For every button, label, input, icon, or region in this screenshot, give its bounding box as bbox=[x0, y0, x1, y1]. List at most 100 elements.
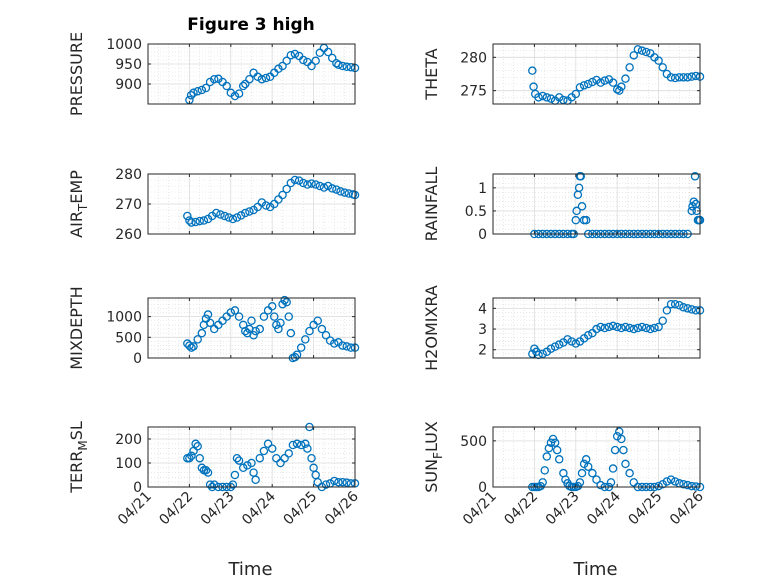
data-point bbox=[666, 475, 676, 484]
data-point bbox=[311, 180, 320, 189]
data-point bbox=[675, 73, 684, 82]
data-point bbox=[193, 335, 202, 344]
data-point bbox=[575, 478, 585, 487]
data-point bbox=[641, 323, 651, 333]
y-axis-label: THETA bbox=[422, 48, 441, 100]
data-point bbox=[621, 459, 630, 469]
data-point bbox=[577, 468, 587, 478]
data-point bbox=[201, 465, 211, 475]
data-point bbox=[189, 88, 198, 98]
data-point bbox=[267, 444, 277, 453]
data-point bbox=[185, 216, 194, 225]
data-point bbox=[330, 339, 339, 348]
data-point bbox=[185, 453, 194, 463]
data-point bbox=[330, 476, 339, 486]
data-point bbox=[346, 62, 356, 72]
data-point bbox=[247, 458, 256, 468]
y-tick-label: 100 bbox=[115, 456, 142, 472]
data-point bbox=[617, 434, 626, 444]
data-point bbox=[234, 456, 244, 465]
data-point bbox=[528, 66, 537, 75]
data-point bbox=[234, 89, 244, 98]
data-point bbox=[592, 324, 601, 334]
data-point bbox=[290, 352, 300, 362]
axes-box bbox=[147, 297, 356, 359]
data-point bbox=[292, 439, 302, 449]
data-point bbox=[608, 78, 618, 87]
data-point bbox=[284, 312, 294, 321]
data-point bbox=[298, 178, 308, 188]
data-point bbox=[245, 207, 254, 216]
data-point bbox=[662, 306, 672, 315]
data-point bbox=[232, 453, 242, 463]
data-point bbox=[621, 322, 630, 332]
data-point bbox=[340, 188, 349, 197]
data-point bbox=[187, 451, 196, 461]
data-point bbox=[230, 470, 240, 480]
y-tick-label: 280 bbox=[460, 50, 487, 66]
figure-title: Figure 3 high bbox=[187, 15, 315, 35]
data-point bbox=[625, 323, 634, 333]
data-point bbox=[191, 217, 200, 227]
data-point bbox=[563, 335, 572, 344]
data-point bbox=[571, 215, 581, 225]
data-point bbox=[571, 339, 581, 348]
data-point bbox=[301, 439, 310, 449]
data-point bbox=[290, 175, 300, 185]
data-point bbox=[307, 179, 316, 188]
data-point bbox=[230, 91, 240, 101]
y-tick-label: 200 bbox=[115, 432, 142, 448]
data-point bbox=[650, 323, 659, 333]
data-point bbox=[544, 443, 554, 453]
subplot-theta: 275 280 THETA bbox=[422, 43, 705, 105]
data-point bbox=[574, 183, 584, 193]
data-point bbox=[654, 322, 663, 332]
data-point bbox=[600, 323, 610, 333]
subplot-h2omixra: 2 3 4 H2OMIXRA bbox=[422, 285, 705, 371]
data-point bbox=[583, 79, 593, 89]
y-axis-label: SUNFLUX bbox=[422, 421, 445, 493]
data-point bbox=[185, 341, 194, 350]
data-point bbox=[323, 181, 333, 191]
data-point bbox=[278, 299, 287, 309]
data-point bbox=[286, 50, 296, 60]
y-axis-label: PRESSURE bbox=[67, 32, 86, 116]
data-point bbox=[282, 297, 291, 307]
data-point bbox=[596, 322, 605, 332]
data-point bbox=[629, 51, 639, 60]
data-point bbox=[581, 215, 591, 225]
data-point bbox=[317, 324, 327, 334]
data-point bbox=[195, 453, 204, 463]
data-point bbox=[251, 326, 260, 336]
data-point bbox=[201, 83, 211, 93]
data-point bbox=[189, 342, 198, 351]
data-point bbox=[278, 190, 287, 200]
data-point bbox=[311, 56, 320, 66]
y-tick-label: 950 bbox=[115, 57, 142, 73]
data-point bbox=[303, 444, 312, 453]
data-point bbox=[245, 74, 254, 84]
data-point bbox=[608, 321, 618, 331]
data-point bbox=[534, 93, 543, 102]
y-axis-label: AIRTEMP bbox=[67, 170, 90, 238]
axes-box bbox=[492, 297, 701, 359]
data-point bbox=[315, 48, 325, 58]
subplot-rainfall: 0 0.5 1 RAINFALL bbox=[422, 167, 705, 243]
data-point bbox=[270, 312, 279, 321]
data-point bbox=[259, 312, 269, 321]
data-point bbox=[344, 189, 354, 198]
data-point bbox=[280, 295, 289, 305]
data-point bbox=[315, 181, 325, 191]
data-point bbox=[338, 61, 347, 71]
data-point bbox=[205, 318, 215, 328]
data-point bbox=[550, 342, 560, 351]
data-point bbox=[576, 172, 586, 181]
data-point bbox=[625, 63, 634, 72]
data-point bbox=[187, 218, 196, 227]
y-tick-label: 3 bbox=[478, 322, 487, 338]
data-point bbox=[583, 330, 593, 340]
data-point bbox=[263, 439, 273, 449]
y-tick-label: 1000 bbox=[106, 37, 142, 53]
data-point bbox=[307, 453, 316, 463]
data-point bbox=[670, 73, 680, 83]
